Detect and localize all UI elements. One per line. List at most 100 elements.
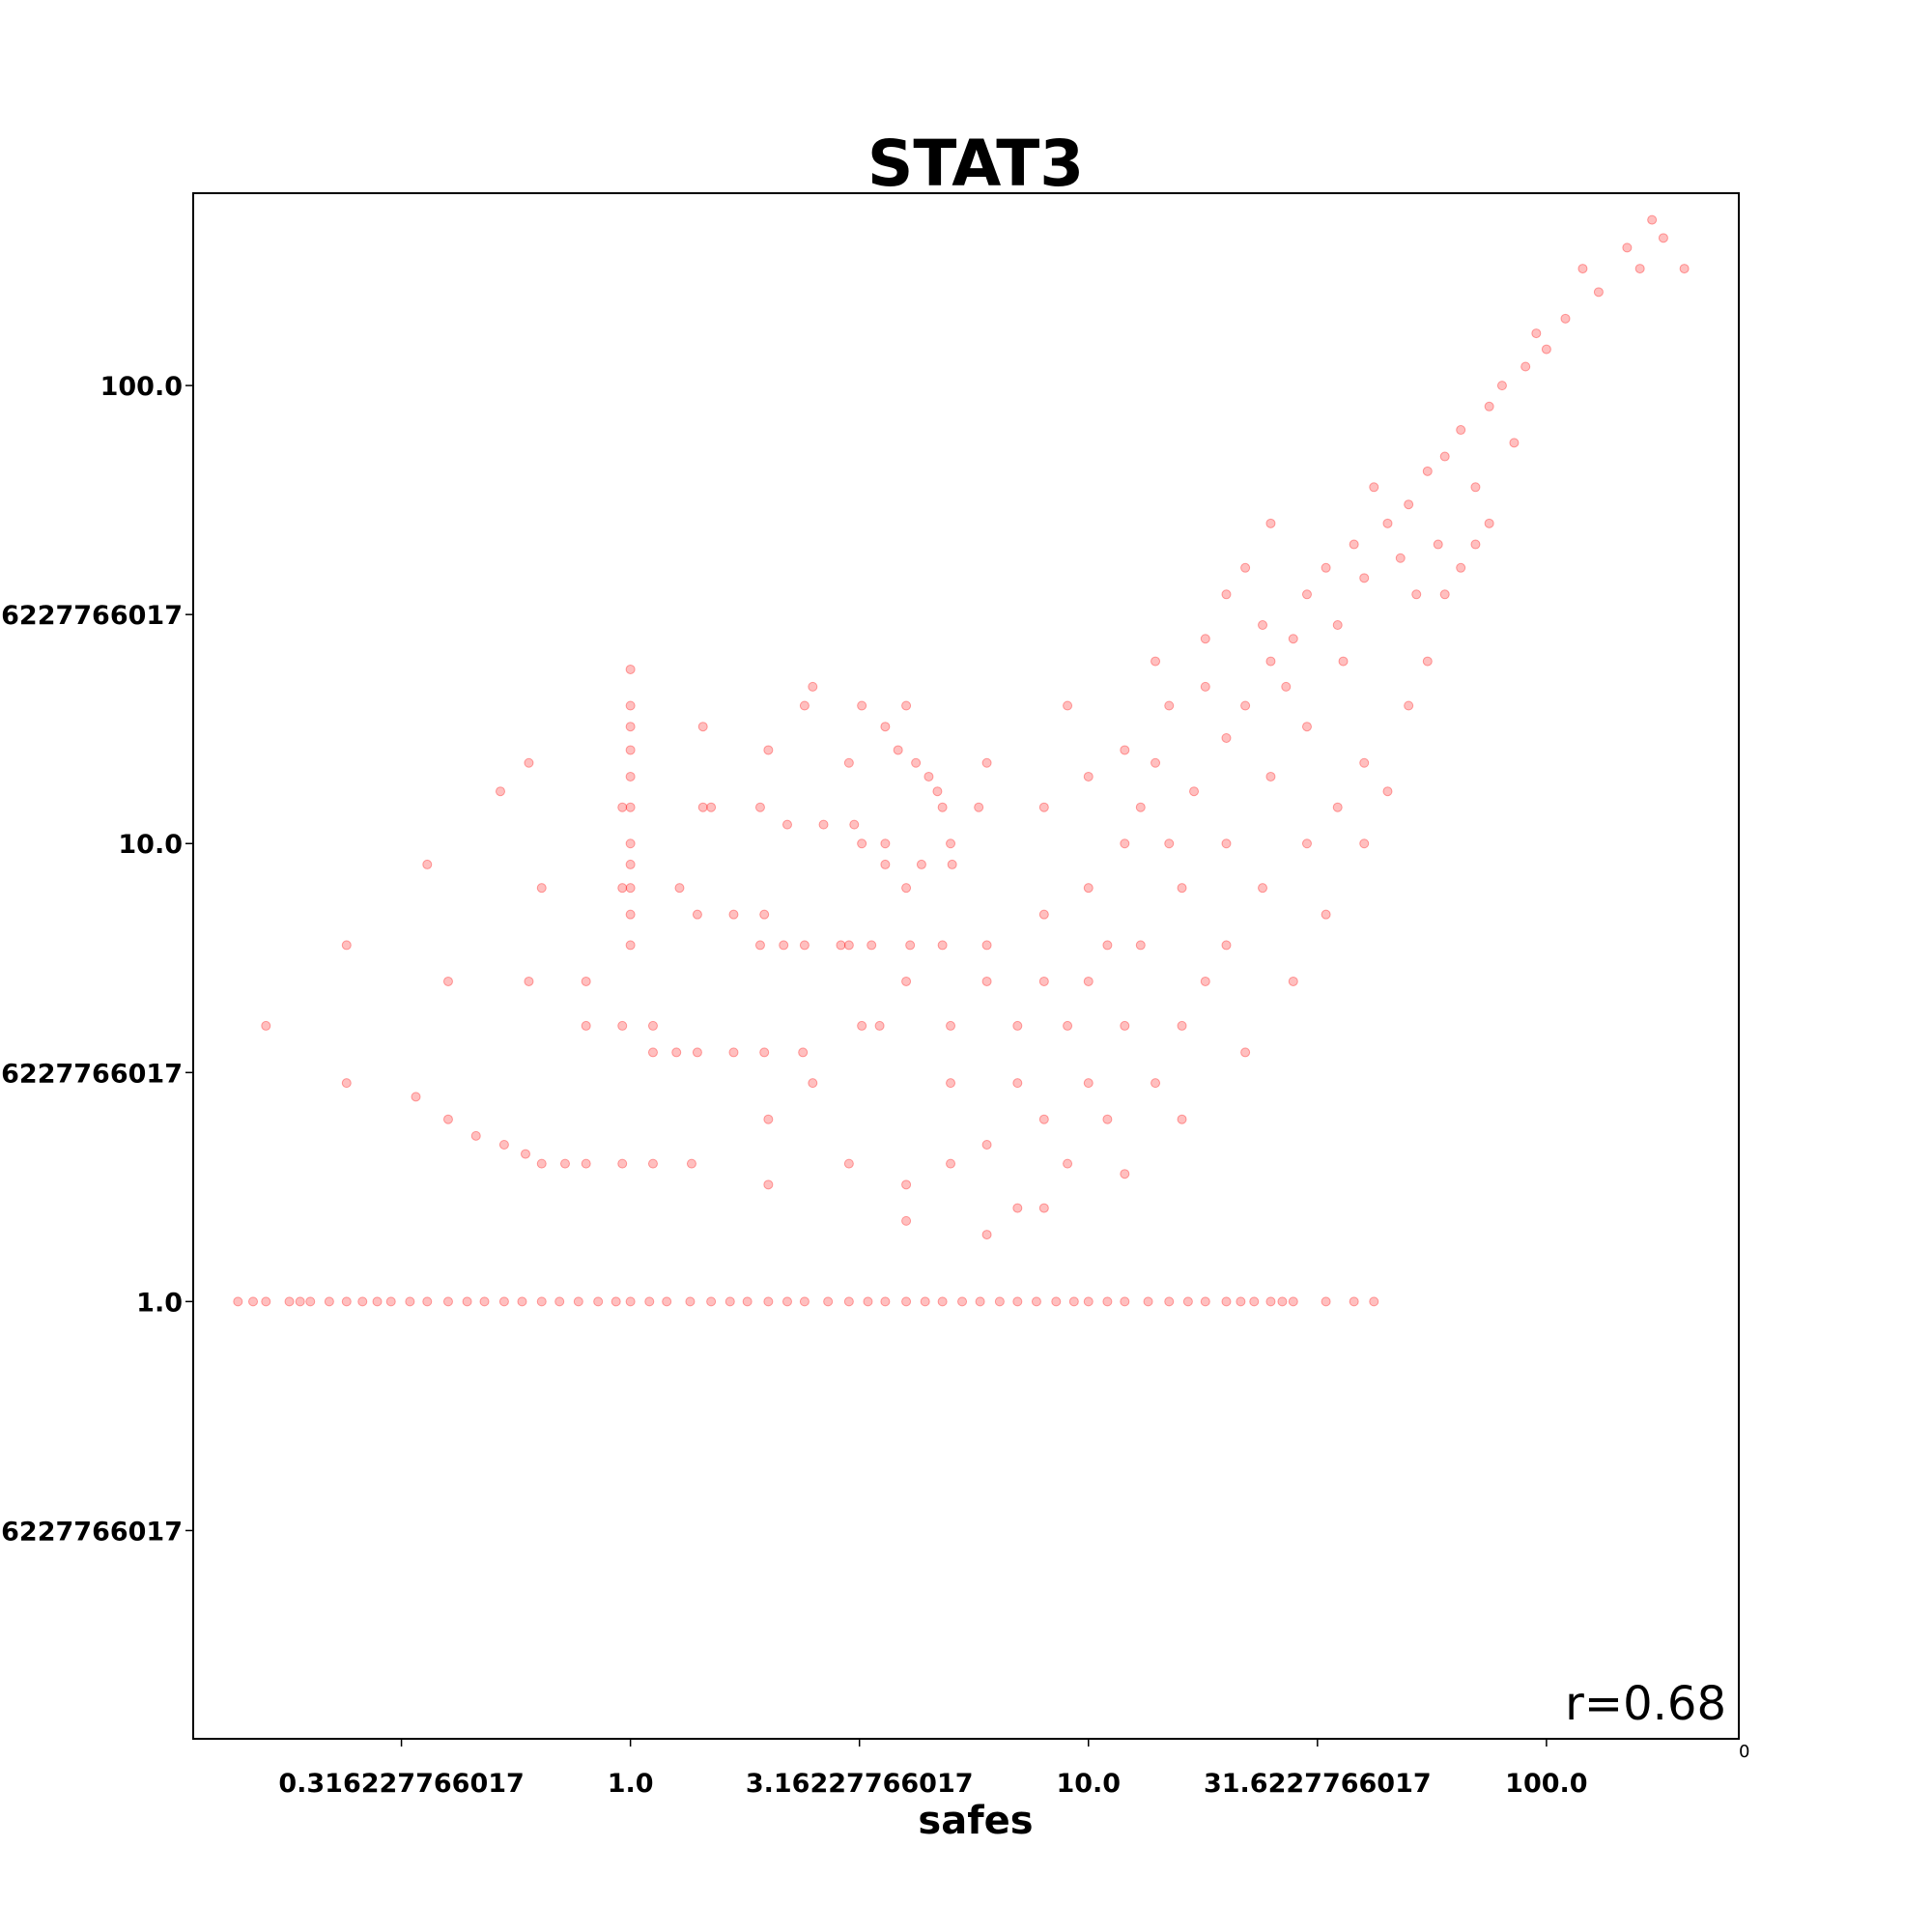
scatter-points [233, 214, 1690, 1307]
data-point [880, 1296, 891, 1307]
data-point [520, 1149, 530, 1159]
data-point [1634, 264, 1645, 274]
data-point [981, 1140, 992, 1151]
data-point [1012, 1296, 1023, 1307]
data-point [759, 909, 770, 920]
data-point [517, 1296, 527, 1307]
data-point [1164, 700, 1175, 711]
data-point [1143, 1296, 1153, 1307]
data-point [1338, 656, 1349, 667]
data-point [1038, 1203, 1049, 1213]
data-point [674, 883, 685, 894]
data-point [495, 786, 505, 797]
data-point [625, 883, 636, 894]
data-point [405, 1296, 415, 1307]
data-point [442, 1114, 453, 1124]
data-point [625, 802, 636, 812]
data-point [1332, 802, 1343, 812]
data-point [524, 976, 534, 986]
data-point [901, 1215, 912, 1226]
data-point [1484, 518, 1494, 528]
data-point [692, 1047, 702, 1058]
data-point [1404, 499, 1414, 510]
data-point [1496, 381, 1507, 391]
data-point [625, 940, 636, 951]
y-tick-label: 10.0 [118, 830, 183, 860]
data-point [1484, 401, 1494, 412]
data-point [874, 1020, 885, 1031]
data-point [1439, 589, 1450, 600]
data-point [662, 1296, 672, 1307]
data-point [1164, 838, 1175, 849]
data-point [981, 757, 992, 768]
data-point [836, 940, 846, 951]
data-point [728, 909, 739, 920]
data-point [1120, 745, 1130, 755]
data-point [706, 802, 717, 812]
data-point [1083, 1296, 1094, 1307]
data-point [625, 771, 636, 781]
data-point [1349, 539, 1359, 550]
data-point [1012, 1020, 1023, 1031]
data-point [905, 940, 916, 951]
data-point [763, 1114, 774, 1124]
data-point [1422, 656, 1433, 667]
data-point [233, 1296, 243, 1307]
data-point [1083, 976, 1094, 986]
data-point [763, 745, 774, 755]
data-point [1200, 976, 1210, 986]
data-point [1102, 1296, 1113, 1307]
data-point [536, 1158, 547, 1169]
data-point [647, 1047, 658, 1058]
data-point [1063, 1158, 1073, 1169]
data-point [901, 1179, 912, 1190]
data-point [554, 1296, 565, 1307]
data-point [1063, 700, 1073, 711]
data-point [920, 1296, 930, 1307]
data-point [1200, 634, 1210, 644]
data-point [1288, 976, 1298, 986]
data-point [1265, 518, 1276, 528]
data-point [1221, 589, 1232, 600]
data-point [724, 1296, 735, 1307]
data-point [1531, 328, 1542, 339]
data-point [843, 1296, 854, 1307]
data-point [1369, 1296, 1379, 1307]
data-point [611, 1296, 621, 1307]
data-point [1520, 361, 1531, 372]
data-point [1359, 573, 1370, 583]
x-axis-label: safes [918, 1799, 1033, 1843]
data-point [923, 771, 934, 781]
data-point [1031, 1296, 1041, 1307]
data-point [843, 757, 854, 768]
data-point [1221, 1296, 1232, 1307]
data-point [357, 1296, 368, 1307]
data-point [706, 1296, 717, 1307]
data-point [1258, 883, 1268, 894]
data-point [1012, 1078, 1023, 1089]
data-point [324, 1296, 334, 1307]
data-point [946, 1020, 956, 1031]
data-point [1135, 940, 1146, 951]
data-point [763, 1296, 774, 1307]
data-point [1189, 786, 1200, 797]
data-point [1658, 233, 1668, 243]
data-point [1249, 1296, 1260, 1307]
data-point [524, 757, 534, 768]
data-point [1236, 1296, 1246, 1307]
data-point [479, 1296, 490, 1307]
data-point [901, 700, 912, 711]
data-point [946, 838, 956, 849]
data-point [647, 1158, 658, 1169]
data-point [994, 1296, 1005, 1307]
data-point [1151, 1078, 1161, 1089]
data-point [880, 722, 891, 732]
data-point [1321, 1296, 1331, 1307]
data-point [937, 940, 948, 951]
data-point [742, 1296, 753, 1307]
data-point [1470, 482, 1481, 493]
data-point [625, 664, 636, 674]
data-point [1083, 771, 1094, 781]
data-point [1038, 976, 1049, 986]
